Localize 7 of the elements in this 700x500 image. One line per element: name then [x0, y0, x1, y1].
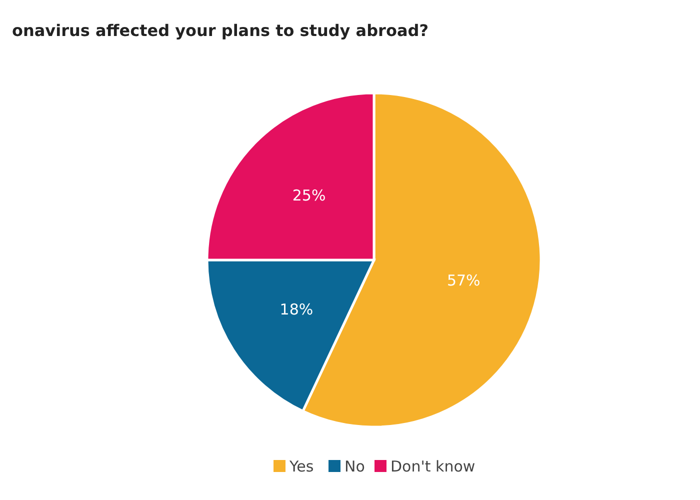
legend-label: Don't know — [390, 457, 476, 476]
data-label: 57% — [446, 271, 480, 290]
data-label: 18% — [280, 300, 314, 318]
data-label: 25% — [292, 186, 326, 204]
legend-label: Yes — [288, 457, 314, 476]
chart-title: onavirus affected your plans to study abroad? — [12, 21, 428, 40]
legend-label: No — [344, 457, 365, 476]
